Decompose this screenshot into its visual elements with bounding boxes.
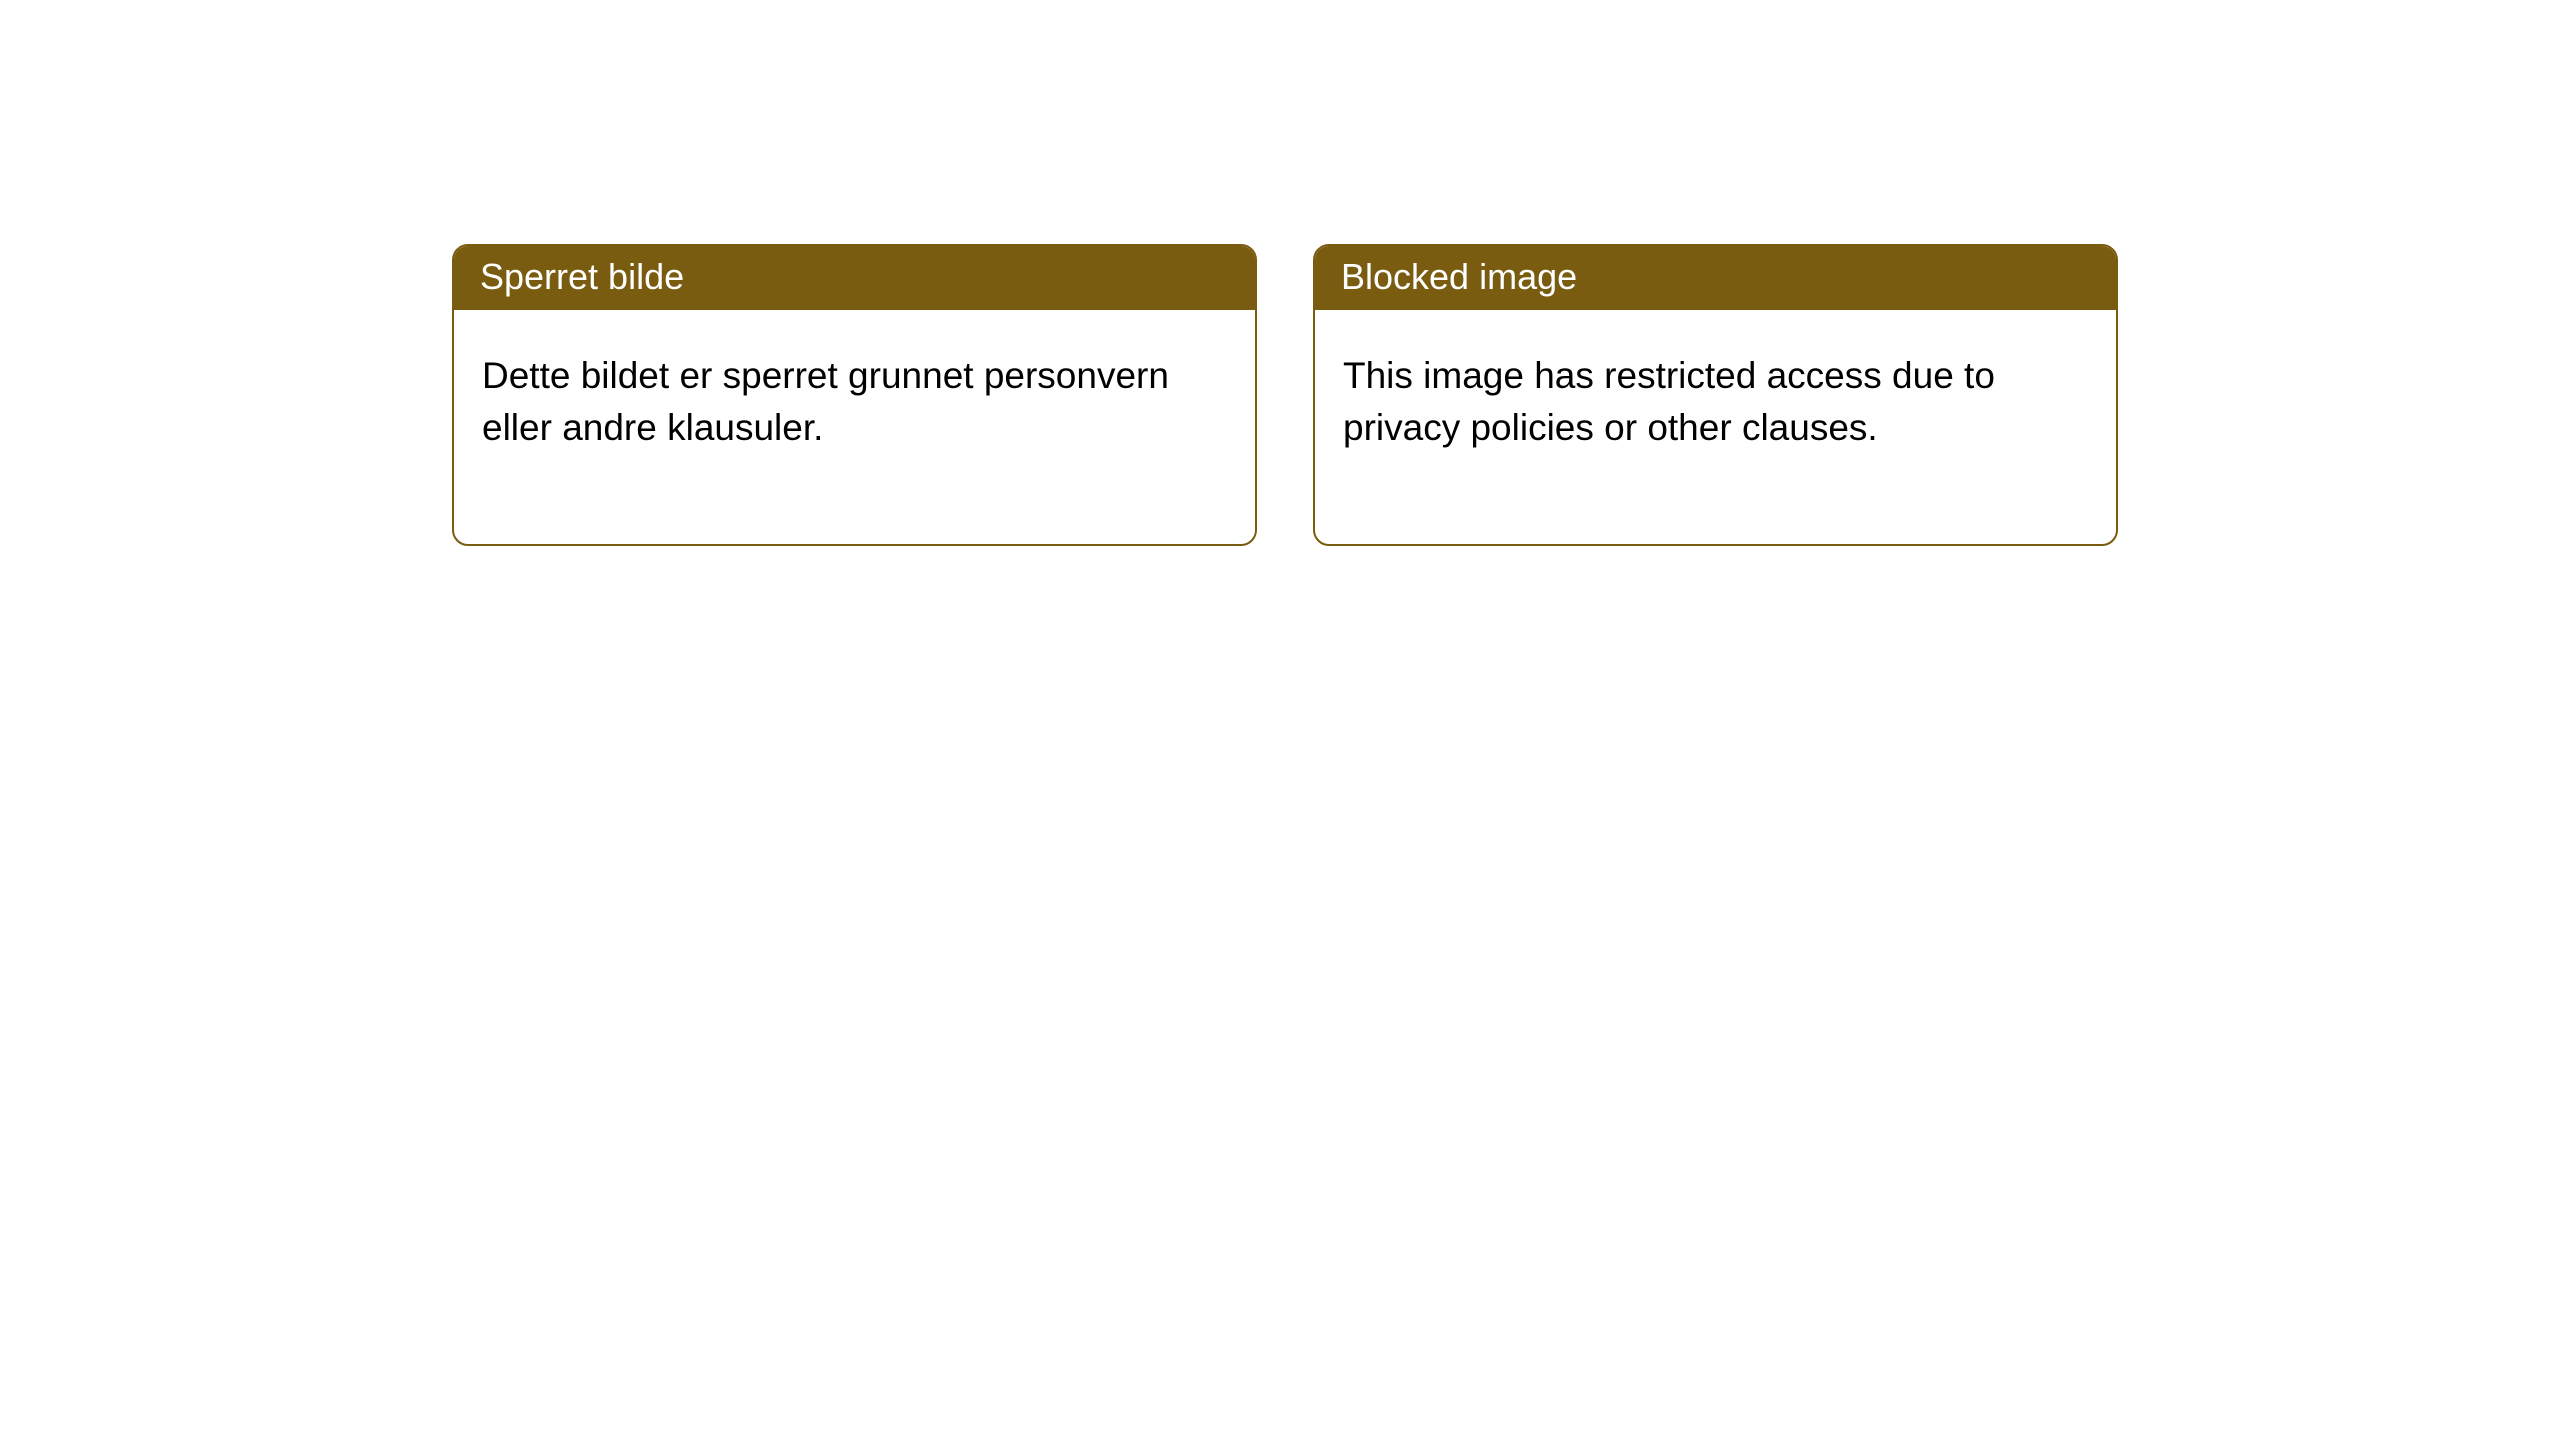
notice-card-english: Blocked image This image has restricted … bbox=[1313, 244, 2118, 546]
notice-card-norwegian: Sperret bilde Dette bildet er sperret gr… bbox=[452, 244, 1257, 546]
notice-title: Blocked image bbox=[1341, 256, 1577, 297]
notice-body: This image has restricted access due to … bbox=[1315, 310, 2116, 544]
notice-message: This image has restricted access due to … bbox=[1343, 355, 1995, 448]
notice-title: Sperret bilde bbox=[480, 256, 684, 297]
notice-header: Blocked image bbox=[1315, 246, 2116, 310]
notice-header: Sperret bilde bbox=[454, 246, 1255, 310]
notice-body: Dette bildet er sperret grunnet personve… bbox=[454, 310, 1255, 544]
notice-container: Sperret bilde Dette bildet er sperret gr… bbox=[0, 0, 2560, 546]
notice-message: Dette bildet er sperret grunnet personve… bbox=[482, 355, 1169, 448]
